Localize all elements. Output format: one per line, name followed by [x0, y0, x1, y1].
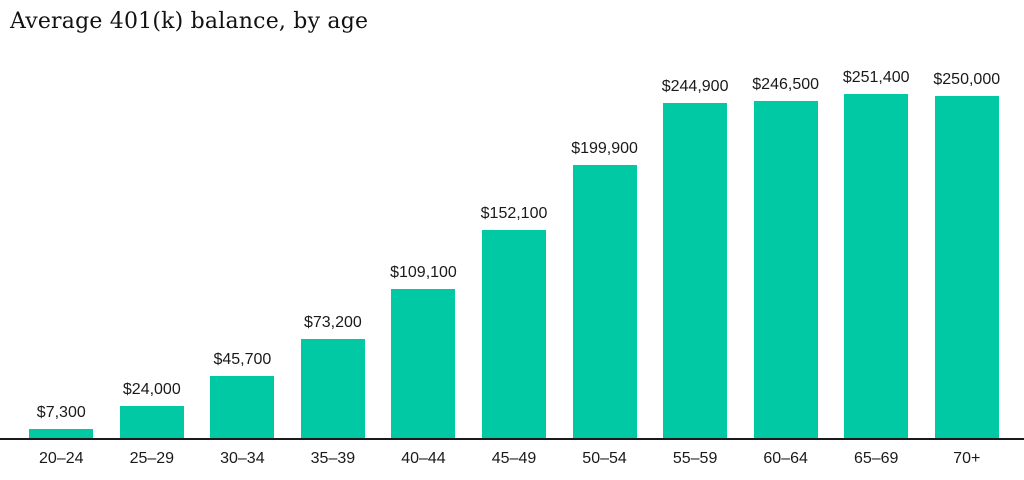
- bar-slot: $45,700: [197, 351, 288, 439]
- bar-slot: $7,300: [16, 404, 107, 439]
- bar-slot: $24,000: [107, 381, 198, 439]
- x-axis-line: [0, 438, 1024, 440]
- x-tick-label: 50–54: [582, 450, 627, 467]
- bar: [753, 101, 818, 439]
- bar: [210, 376, 275, 439]
- bar: [844, 94, 909, 439]
- bar-slot: $250,000: [921, 71, 1012, 439]
- bar-slot: $251,400: [831, 69, 922, 439]
- bar: [572, 165, 637, 439]
- x-tick-label: 60–64: [763, 450, 808, 467]
- bar: [482, 230, 546, 439]
- bar-value-label: $244,900: [661, 78, 729, 95]
- bar-value-label: $45,700: [213, 351, 272, 368]
- x-tick-label: 25–29: [129, 450, 175, 467]
- bar-value-label: $73,200: [303, 314, 362, 331]
- x-tick-label: 70+: [953, 450, 981, 467]
- bar: [29, 429, 94, 439]
- x-tick-label: 45–49: [491, 450, 537, 467]
- bar-value-label: $109,100: [390, 264, 457, 281]
- chart-title: Average 401(k) balance, by age: [10, 9, 369, 34]
- bar: [934, 96, 999, 439]
- bar-value-label: $7,300: [36, 404, 86, 421]
- bar-value-label: $246,500: [752, 76, 820, 93]
- bar-slot: $244,900: [650, 78, 741, 439]
- x-tick-label: 40–44: [401, 450, 446, 467]
- bar-value-label: $152,100: [480, 205, 548, 222]
- bar-value-label: $251,400: [842, 69, 910, 86]
- plot-area: $7,300 $24,000 $45,700 $73,200 $109,100 $152,…: [16, 57, 1012, 439]
- bar-value-label: $250,000: [933, 71, 1001, 88]
- bar-slot: $152,100: [469, 205, 560, 439]
- bar-slot: $199,900: [559, 140, 650, 439]
- bar-value-label: $24,000: [122, 381, 181, 398]
- bar: [391, 289, 456, 439]
- x-axis-tick-labels: 20–24 25–29 30–34 35–39 40–44 45–49 50–54 55–59…: [16, 450, 1012, 468]
- bar: [300, 339, 365, 439]
- bar-slot: $246,500: [740, 76, 831, 439]
- bar: [663, 103, 728, 439]
- x-tick-label: 65–69: [853, 450, 899, 467]
- bar-slot: $73,200: [288, 314, 379, 439]
- bar: [119, 406, 184, 439]
- bar-value-label: $199,900: [571, 140, 638, 157]
- x-tick-label: 55–59: [672, 450, 718, 467]
- bar-slot: $109,100: [378, 264, 469, 439]
- x-tick-label: 30–34: [220, 450, 265, 467]
- x-tick-label: 20–24: [39, 450, 84, 467]
- x-tick-label: 35–39: [310, 450, 356, 467]
